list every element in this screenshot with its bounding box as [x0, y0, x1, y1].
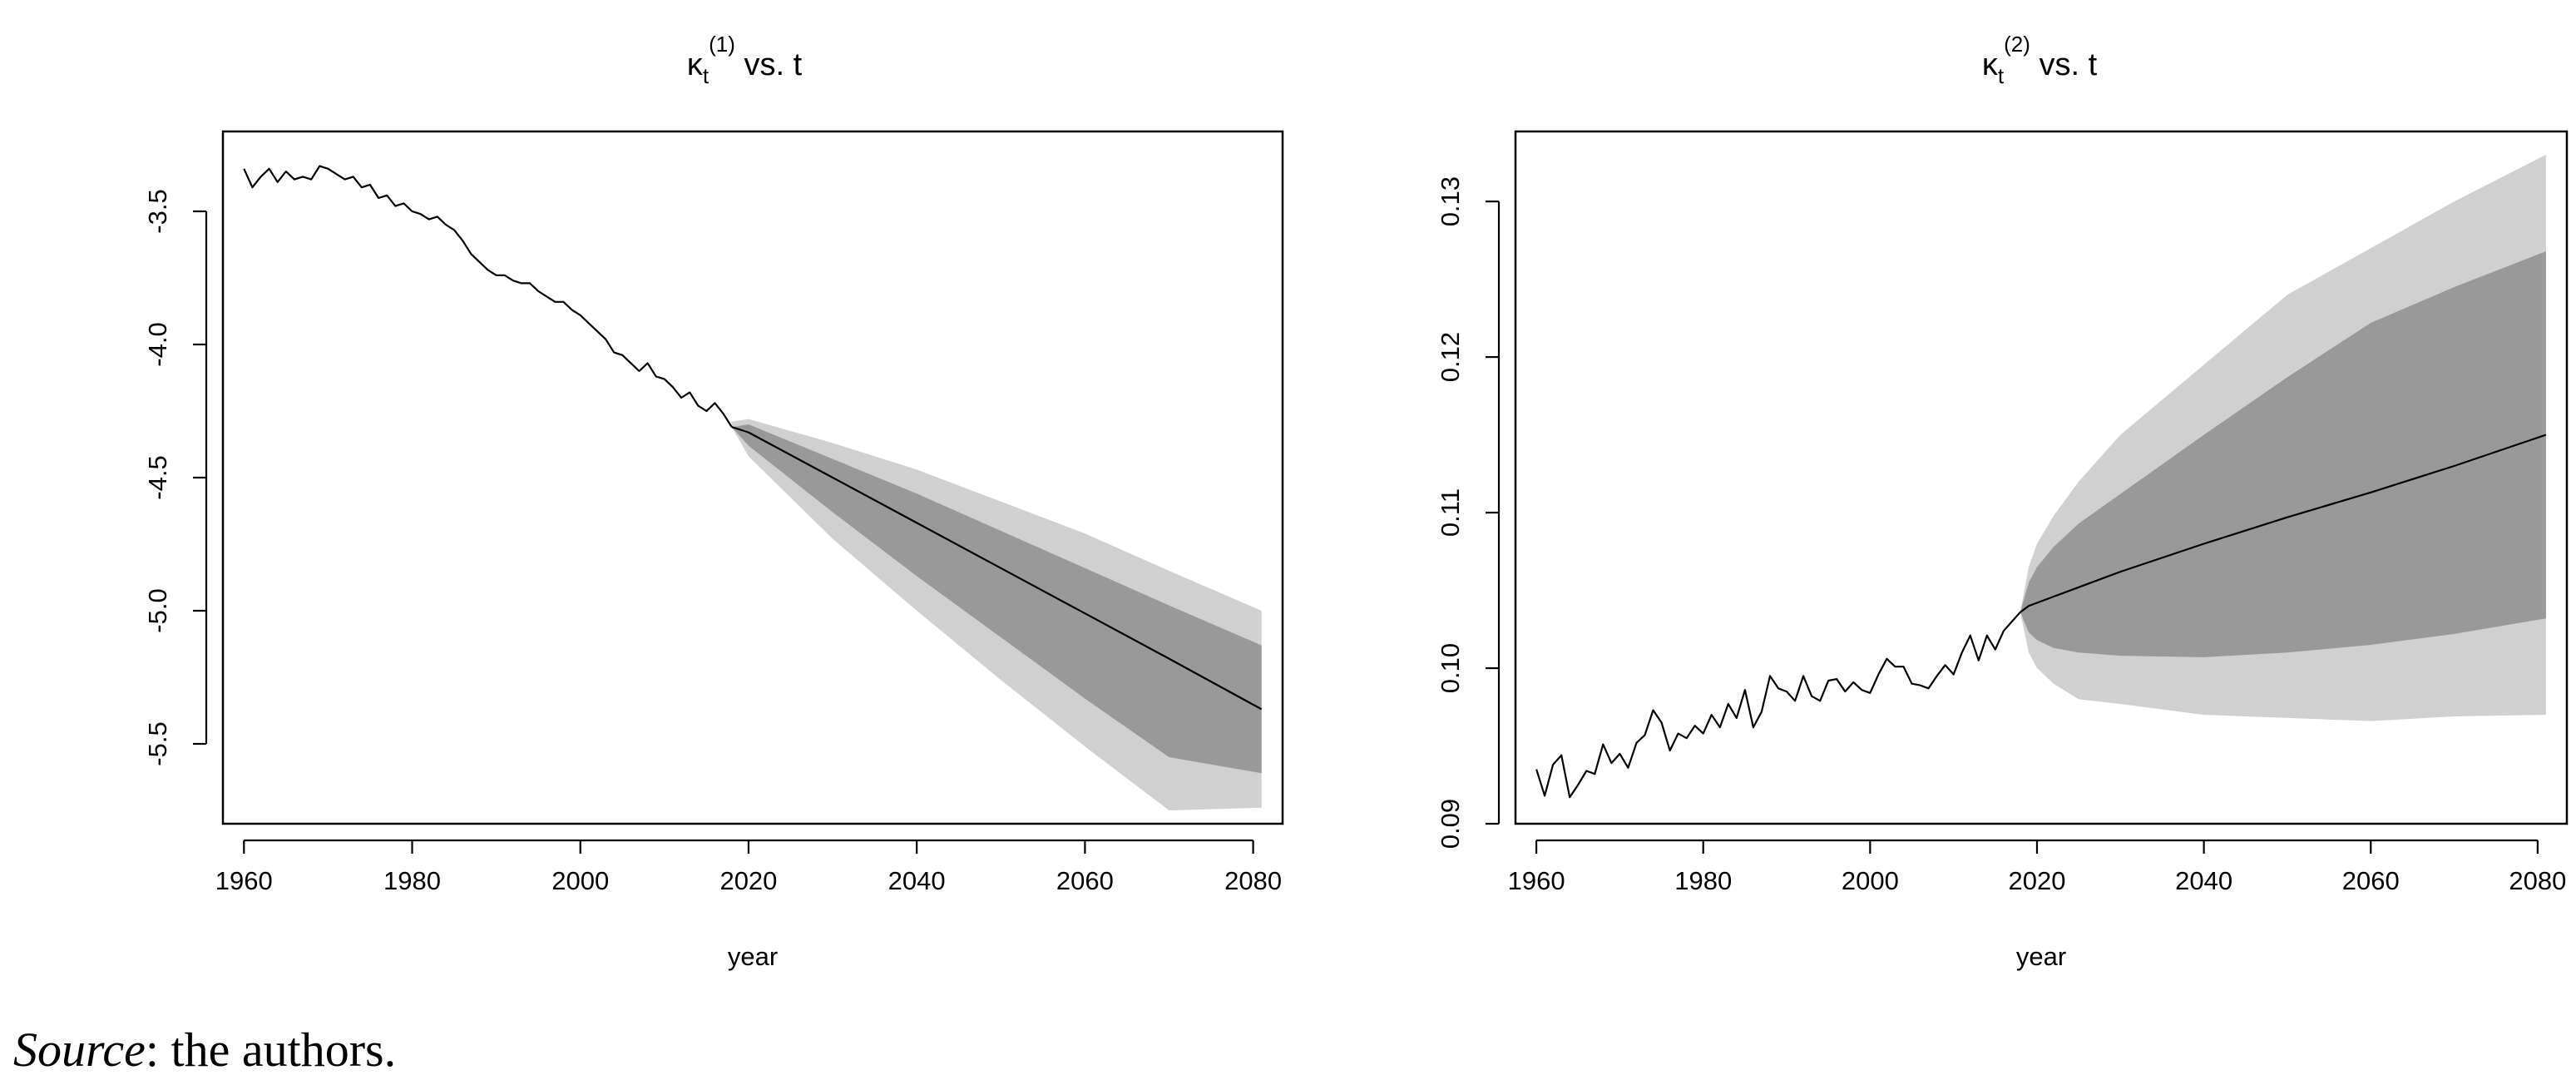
chart-title-sub: t — [703, 63, 710, 88]
forecast-inner-band — [731, 424, 1262, 774]
chart-title: κt (2) vs. t — [1982, 32, 2098, 88]
caption-source-text: : the authors. — [145, 1023, 397, 1077]
forecast-central-line — [2020, 434, 2547, 613]
x-tick-label: 2060 — [2342, 866, 2400, 895]
y-tick-label: -5.0 — [143, 588, 172, 632]
forecast-inner-band — [2020, 251, 2546, 657]
x-axis-label: year — [2016, 942, 2066, 971]
chart-title-rest: vs. t — [735, 47, 803, 82]
plot-frame — [1514, 130, 2569, 825]
x-tick-label: 1960 — [1508, 866, 1565, 895]
y-tick-label: 0.13 — [1436, 176, 1465, 226]
y-tick-label: 0.09 — [1436, 799, 1465, 849]
plot-area: 1960 1980 2000 2020 2040 2060 2080 year -3.5 -4.0… — [143, 130, 1284, 971]
y-tick-label: -4.0 — [143, 322, 172, 366]
x-tick-label: 2040 — [2175, 866, 2232, 895]
y-tick-label: -3.5 — [143, 189, 172, 233]
y-tick-label: 0.11 — [1436, 488, 1465, 537]
x-tick-label: 2000 — [551, 866, 609, 895]
x-tick-label: 1980 — [1674, 866, 1732, 895]
y-tick-label: -5.5 — [143, 721, 172, 765]
plot-area: 1960 1980 2000 2020 2040 2060 2080 year 0.09 0.10… — [1436, 130, 2569, 971]
chart-title-sup: (2) — [2004, 32, 2030, 57]
x-tick-label: 2020 — [719, 866, 777, 895]
historical-series-line — [1535, 611, 2021, 799]
chart-panel-kappa1: κt (1) vs. t 1960 1980 2000 2020 2040 2060 2080… — [143, 32, 1284, 971]
caption-source-label: Source — [13, 1023, 146, 1077]
chart-title-sub: t — [1998, 63, 2005, 88]
x-tick-label: 2020 — [2008, 866, 2065, 895]
chart-title-rest: vs. t — [2030, 47, 2098, 82]
chart-title-main: κ — [687, 47, 704, 82]
x-tick-label: 1960 — [215, 866, 273, 895]
y-tick-label: 0.12 — [1436, 332, 1465, 382]
y-tick-label: -4.5 — [143, 455, 172, 499]
chart-panel-kappa2: κt (2) vs. t 1960 1980 2000 2020 2040 2060 2080… — [1436, 32, 2569, 971]
x-tick-label: 2080 — [2509, 866, 2566, 895]
historical-series-line — [243, 165, 733, 428]
chart-title-main: κ — [1982, 47, 1999, 82]
forecast-central-line — [731, 426, 1263, 711]
x-tick-label: 2040 — [888, 866, 946, 895]
x-tick-label: 1980 — [383, 866, 441, 895]
plot-frame — [221, 130, 1284, 825]
chart-title-sup: (1) — [709, 32, 735, 57]
x-axis-label: year — [728, 942, 778, 971]
figure-caption: Source: the authors. — [13, 1022, 396, 1078]
x-tick-label: 2080 — [1224, 866, 1282, 895]
chart-title: κt (1) vs. t — [687, 32, 803, 88]
x-tick-label: 2000 — [1842, 866, 1899, 895]
y-tick-label: 0.10 — [1436, 643, 1465, 693]
x-tick-label: 2060 — [1056, 866, 1114, 895]
